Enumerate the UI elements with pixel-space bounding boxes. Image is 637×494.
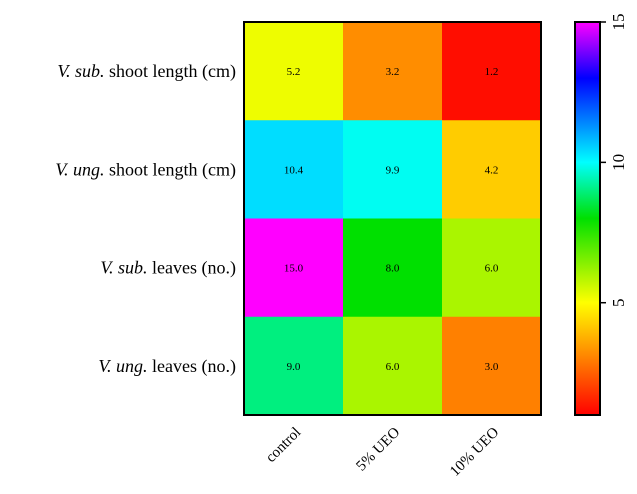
row-label-measure: leaves (no.) bbox=[148, 356, 236, 377]
cell-value: 6.0 bbox=[386, 361, 400, 373]
row-label-species: V. sub. bbox=[57, 61, 104, 81]
cell-value: 9.9 bbox=[386, 164, 400, 176]
row-label-species: V. sub. bbox=[100, 258, 147, 278]
cell-value: 15.0 bbox=[284, 263, 304, 275]
row-label: V. ung. leaves (no.) bbox=[98, 356, 236, 377]
row-label-measure: shoot length (cm) bbox=[105, 159, 236, 180]
x-tick-label: control bbox=[263, 425, 304, 466]
x-tick-label: 5% UEO bbox=[353, 424, 403, 474]
colorbar-tick-label: 5 bbox=[609, 298, 628, 307]
colorbar bbox=[575, 22, 600, 415]
row-label: V. sub. leaves (no.) bbox=[100, 258, 236, 279]
colorbar-tick-label: 15 bbox=[609, 14, 628, 31]
x-tick-label: 10% UEO bbox=[447, 424, 502, 479]
row-labels: V. sub. shoot length (cm)V. ung. shoot l… bbox=[55, 61, 236, 377]
cell-value: 9.0 bbox=[287, 361, 301, 373]
cell-value: 3.2 bbox=[386, 66, 400, 78]
heatmap-cells bbox=[244, 22, 542, 416]
row-label-species: V. ung. bbox=[98, 356, 147, 376]
row-label-measure: shoot length (cm) bbox=[105, 61, 236, 82]
cell-value: 6.0 bbox=[485, 263, 499, 275]
colorbar-ticks: 5 10 15 bbox=[600, 14, 628, 307]
cell-value: 5.2 bbox=[287, 66, 301, 78]
cell-value: 4.2 bbox=[485, 164, 499, 176]
cell-value: 3.0 bbox=[485, 361, 499, 373]
x-tick-labels: control 5% UEO 10% UEO bbox=[263, 424, 502, 479]
row-label: V. sub. shoot length (cm) bbox=[57, 61, 236, 82]
row-label: V. ung. shoot length (cm) bbox=[55, 159, 236, 180]
colorbar-tick-label: 10 bbox=[609, 154, 628, 171]
cell-value: 8.0 bbox=[386, 263, 400, 275]
cell-value: 1.2 bbox=[485, 66, 499, 78]
row-label-species: V. ung. bbox=[55, 159, 104, 179]
row-label-measure: leaves (no.) bbox=[148, 258, 236, 279]
cell-value: 10.4 bbox=[284, 164, 304, 176]
